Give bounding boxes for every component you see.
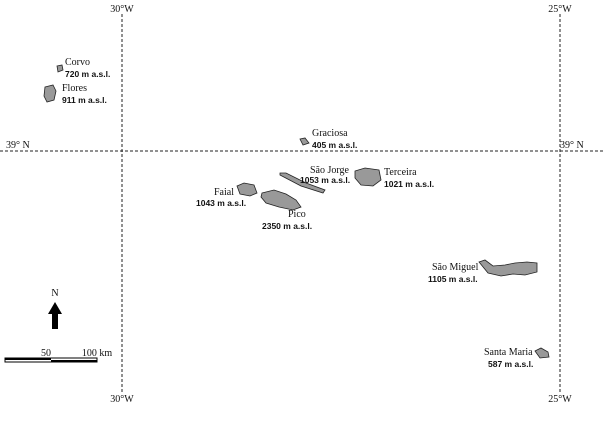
island-name: Graciosa (312, 128, 348, 139)
island-elevation: 1021 m a.s.l. (384, 179, 434, 189)
island-shape (534, 347, 550, 359)
island-shape (279, 172, 326, 194)
grid-label: 25°W (548, 4, 572, 15)
island-elevation: 1043 m a.s.l. (196, 198, 246, 208)
scale-bar (5, 358, 51, 360)
scale-label: 50 (41, 348, 51, 359)
north-arrow (48, 302, 62, 329)
scale-label: 100 km (82, 348, 113, 359)
island-name: Flores (62, 83, 87, 94)
island-shape (354, 167, 382, 187)
island-name: Corvo (65, 57, 90, 68)
island-elevation: 911 m a.s.l. (62, 95, 107, 105)
north-label: N (51, 288, 58, 299)
island-name: São Miguel (432, 262, 479, 273)
island-shape (478, 259, 538, 277)
island-shape (299, 137, 310, 146)
island-elevation: 405 m a.s.l. (312, 140, 357, 150)
island-elevation: 1105 m a.s.l. (428, 274, 478, 284)
scale-bar (51, 360, 97, 362)
island-elevation: 1053 m a.s.l. (300, 175, 350, 185)
island-elevation: 720 m a.s.l. (65, 69, 110, 79)
island-name: São Jorge (310, 165, 350, 176)
island-name: Santa Maria (484, 347, 533, 358)
island-name: Terceira (384, 167, 417, 178)
island-elevation: 2350 m a.s.l. (262, 221, 312, 231)
grid-label: 30°W (110, 4, 134, 15)
grid-label: 25°W (548, 394, 572, 405)
island-elevation: 587 m a.s.l. (488, 359, 533, 369)
island-shape (56, 64, 64, 73)
island-shape (43, 84, 57, 103)
island-name: Pico (288, 209, 306, 220)
island-name: Faial (214, 187, 234, 198)
island-shape (236, 182, 258, 197)
island-shape (260, 189, 302, 211)
grid-label: 39° N (6, 140, 30, 151)
grid-label: 30°W (110, 394, 134, 405)
grid-label: 39° N (560, 140, 584, 151)
